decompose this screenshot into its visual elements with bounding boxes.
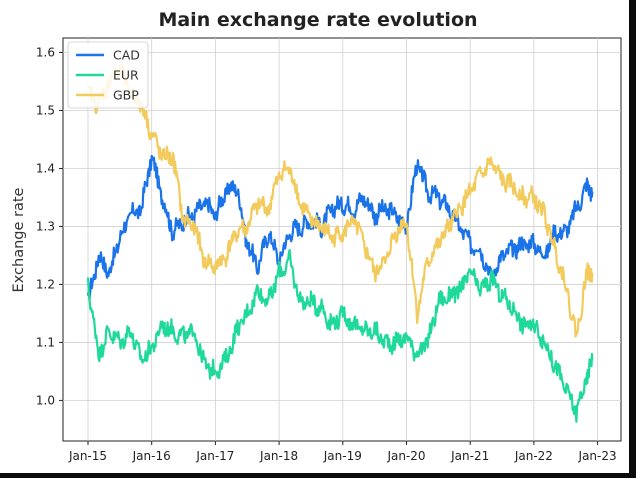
series-layer [86,62,594,423]
y-axis-title: Exchange rate [11,187,27,292]
x-tick-label: Jan-19 [323,449,362,463]
window-edge-right [629,0,636,478]
x-tick-label: Jan-20 [386,449,425,463]
legend-label-eur: EUR [113,68,139,83]
x-tick-label: Jan-22 [514,449,553,463]
y-tick-label: 1.3 [36,219,55,233]
x-tick-label: Jan-23 [578,449,617,463]
y-tick-label: 1.6 [36,45,55,59]
series-line-gbp [86,62,594,338]
legend-label-gbp: GBP [113,88,139,103]
y-tick-label: 1.5 [36,103,55,117]
series-line-eur [86,248,594,423]
x-axis-ticks: Jan-15 Jan-16 Jan-17 Jan-18 Jan-19 Jan-20 Jan-… [68,441,617,463]
y-axis-ticks: 1.0 1.1 1.2 1.3 1.4 1.5 1.6 [36,45,63,407]
y-tick-label: 1.1 [36,335,55,349]
y-tick-label: 1.2 [36,277,55,291]
x-tick-label: Jan-17 [195,449,234,463]
chart-title: Main exchange rate evolution [158,9,478,31]
legend-label-cad: CAD [113,48,140,63]
window-edge-bottom [0,473,636,478]
series-line-cad [86,154,594,301]
y-tick-label: 1.0 [36,393,55,407]
legend: CAD EUR GBP [67,41,149,109]
x-tick-label: Jan-15 [68,449,107,463]
y-tick-label: 1.4 [36,161,55,175]
x-tick-label: Jan-16 [132,449,171,463]
x-tick-label: Jan-18 [259,449,298,463]
x-tick-label: Jan-21 [450,449,489,463]
legend-box [67,41,149,109]
